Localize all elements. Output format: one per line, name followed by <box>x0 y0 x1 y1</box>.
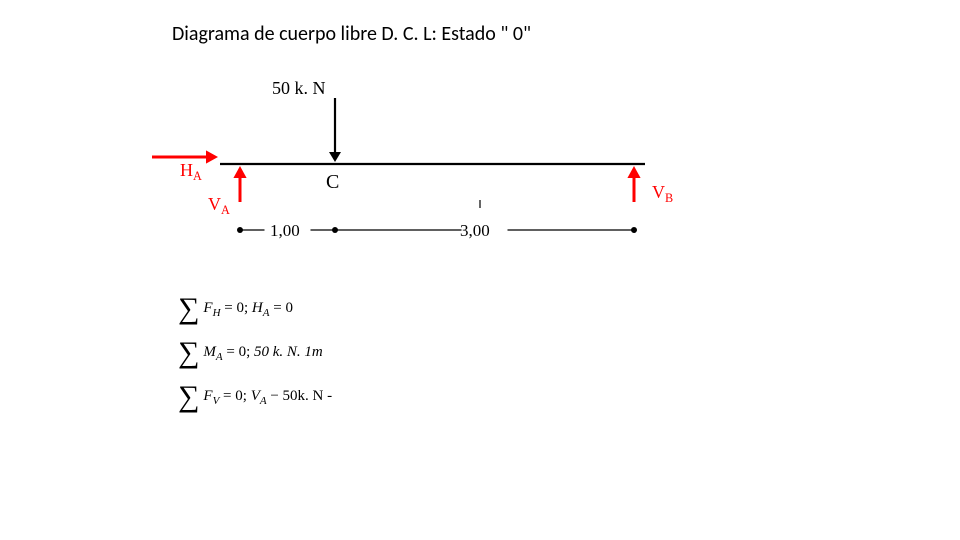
equation-row: ∑FH = 0; HA = 0 <box>178 292 332 326</box>
sigma-symbol: ∑ <box>178 294 199 324</box>
equation-text: FV = 0; VA − 50k. N - <box>203 388 332 407</box>
dim-seg2-label: 3,00 <box>460 221 490 240</box>
VA-label: VA <box>208 194 230 217</box>
equation-text: MA = 0; 50 k. N. 1m <box>203 344 322 363</box>
dim-seg1-label: 1,00 <box>270 221 300 240</box>
force-50kN-label: 50 k. N <box>272 78 326 98</box>
VA-arrow <box>233 166 246 178</box>
sigma-symbol: ∑ <box>178 338 199 368</box>
point-C-label: C <box>326 171 339 193</box>
force-50kN-arrow <box>329 152 341 162</box>
equation-text: FH = 0; HA = 0 <box>203 300 293 319</box>
HA-label: HA <box>180 160 202 183</box>
sigma-symbol: ∑ <box>178 382 199 412</box>
equation-row: ∑MA = 0; 50 k. N. 1m <box>178 336 332 370</box>
free-body-diagram: 50 k. N HA VA VB C 1,00 3,00 <box>140 70 700 270</box>
fbd-svg: 50 k. N HA VA VB C 1,00 3,00 <box>140 70 700 270</box>
page-title: Diagrama de cuerpo libre D. C. L: Estado… <box>172 22 531 46</box>
HA-arrow <box>206 150 218 163</box>
VB-arrow <box>627 166 640 178</box>
equation-row: ∑FV = 0; VA − 50k. N - <box>178 380 332 414</box>
VB-label: VB <box>652 182 673 205</box>
equations-block: ∑FH = 0; HA = 0∑MA = 0; 50 k. N. 1m∑FV =… <box>178 292 332 424</box>
